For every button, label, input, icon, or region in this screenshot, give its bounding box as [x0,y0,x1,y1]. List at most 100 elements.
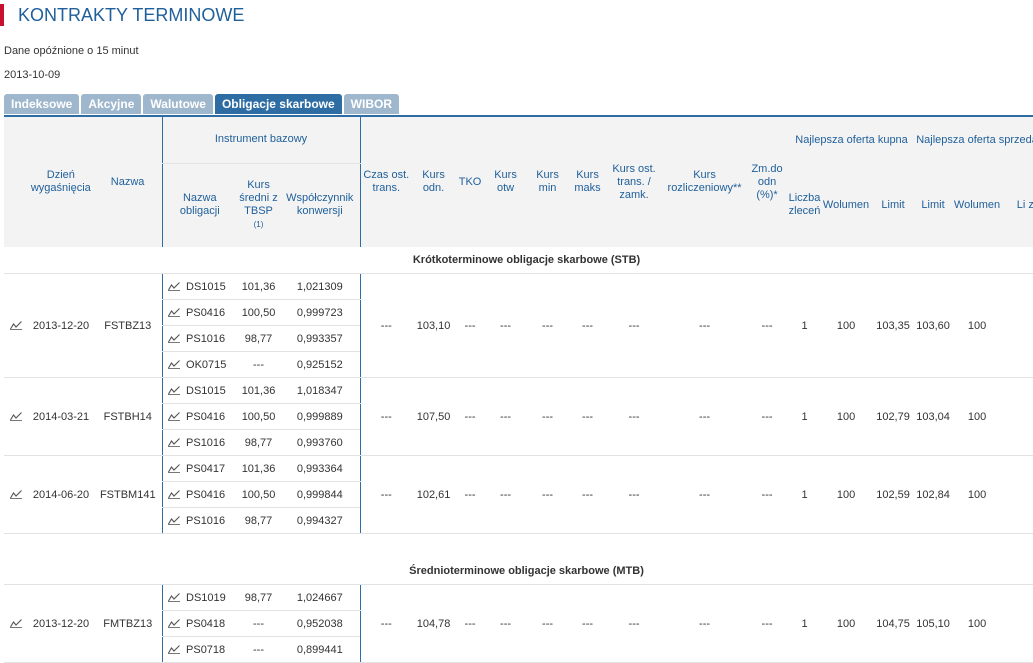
cell-open: --- [485,377,527,456]
conversion-factor: 1,018347 [280,377,361,404]
conversion-factor: 0,925152 [280,351,361,378]
tab-obligacje-skarbowe[interactable]: Obligacje skarbowe [214,94,342,114]
bond-name: PS1016 [186,507,238,534]
header-last: Kurs ost. trans. / zamk. [606,117,663,247]
chart-line-icon[interactable] [161,507,187,534]
contract-name[interactable]: FSTBM141 [94,455,163,534]
delay-note: Dane opóźnione o 15 minut [4,45,139,57]
chart-line-icon[interactable] [161,636,187,663]
cell-settle: --- [662,584,748,663]
tab-akcyjne[interactable]: Akcyjne [81,94,142,114]
bond-avg-price: 101,36 [237,455,281,482]
chart-line-icon[interactable] [4,584,28,663]
header-tko: TKO [455,117,486,247]
chart-line-icon[interactable] [161,273,187,300]
cell-settle: --- [662,273,748,378]
expiry-date: 2014-03-21 [28,377,94,456]
header-bid-volume: Wolumen [822,163,871,247]
header-best-bid: Najlepsza oferta kupna [787,117,917,163]
tab-walutowe[interactable]: Walutowe [143,94,213,114]
chart-line-icon[interactable] [161,351,187,378]
cell-bid-orders: 1 [787,273,823,378]
cell-ref: 104,78 [412,584,456,663]
table-body: Krótkoterminowe obligacje skarbowe (STB)… [4,247,1033,663]
chart-line-icon[interactable] [161,299,187,326]
table-row: PS0416 100,50 0,999889 [4,403,1033,430]
cell-ask-volume: 100 [950,377,1005,456]
header-conversion: Współczynnik konwersji [280,163,361,247]
chart-line-icon[interactable] [161,325,187,352]
cell-bid-orders: 1 [787,455,823,534]
cell-ref: 102,61 [412,455,456,534]
header-base-instrument: Instrument bazowy [161,117,361,164]
cell-min: --- [526,455,570,534]
bond-name: DS1015 [186,273,238,300]
cell-trans-time: --- [359,455,413,534]
chart-line-icon[interactable] [161,481,187,508]
table-row: PS1016 98,77 0,993357 [4,325,1033,352]
page-title: KONTRAKTY TERMINOWE [0,4,244,26]
chart-line-icon[interactable] [161,403,187,430]
tab-wibor[interactable]: WIBOR [343,94,399,114]
chart-line-icon[interactable] [4,377,28,456]
header-max: Kurs maks [569,117,607,247]
table-row: PS1016 98,77 0,994327 [4,507,1033,534]
table-row: OK0715 --- 0,925152 [4,351,1033,378]
bond-name: DS1015 [186,377,238,404]
bond-name: PS0416 [186,299,238,326]
cell-settle: --- [662,377,748,456]
bond-avg-price: --- [237,610,281,637]
header-bid-orders: Liczba zleceń [787,163,823,247]
conversion-factor: 0,993357 [280,325,361,352]
cell-ref: 103,10 [412,273,456,378]
tab-indeksowe[interactable]: Indeksowe [4,94,80,114]
header-ask-orders: Li zl [1004,163,1033,247]
chart-line-icon[interactable] [4,455,28,534]
bond-avg-price: 98,77 [237,584,281,611]
cell-ask-limit: 103,04 [916,377,951,456]
header-open: Kurs otw [485,117,527,247]
header-name: Nazwa [110,175,145,188]
cell-ask-volume: 100 [950,584,1005,663]
cell-tko: --- [455,377,486,456]
cell-bid-volume: 100 [822,377,871,456]
cell-change: --- [747,377,788,456]
table-row: 2013-12-20 FSTBZ13 DS1015 101,36 1,021309 ---… [4,273,1033,378]
cell-tko: --- [455,584,486,663]
cell-bid-limit: 103,35 [870,273,917,378]
cell-change: --- [747,273,788,378]
conversion-factor: 0,993364 [280,455,361,482]
contract-name[interactable]: FSTBZ13 [94,273,163,378]
cell-ask-volume: 100 [950,455,1005,534]
cell-tko: --- [455,273,486,378]
cell-max: --- [569,377,607,456]
conversion-factor: 0,994327 [280,507,361,534]
chart-line-icon[interactable] [161,584,187,611]
header-best-ask: Najlepsza oferta sprzedaży [916,117,1033,163]
bond-avg-price: 100,50 [237,299,281,326]
conversion-factor: 0,999723 [280,299,361,326]
header-ask-volume: Wolumen [950,163,1005,247]
conversion-factor: 1,021309 [280,273,361,300]
chart-line-icon[interactable] [161,377,187,404]
cell-min: --- [526,584,570,663]
table-row: 2014-03-21 FSTBH14 DS1015 101,36 1,018347 ---… [4,377,1033,456]
quote-date: 2013-10-09 [4,69,61,81]
bond-name: PS0416 [186,403,238,430]
cell-ask-limit: 103,60 [916,273,951,378]
chart-line-icon[interactable] [161,455,187,482]
contract-name[interactable]: FSTBH14 [94,377,163,456]
chart-line-icon[interactable] [161,429,187,456]
chart-line-icon[interactable] [161,610,187,637]
cell-bid-limit: 102,79 [870,377,917,456]
cell-ref: 107,50 [412,377,456,456]
chart-line-icon[interactable] [4,273,28,378]
contract-name[interactable]: FMTBZ13 [94,584,163,663]
conversion-factor: 0,952038 [280,610,361,637]
cell-open: --- [485,455,527,534]
cell-ask-limit: 105,10 [916,584,951,663]
conversion-factor: 0,999889 [280,403,361,430]
bond-name: PS1016 [186,429,238,456]
table-row: PS1016 98,77 0,993760 [4,429,1033,456]
bond-avg-price: 100,50 [237,481,281,508]
